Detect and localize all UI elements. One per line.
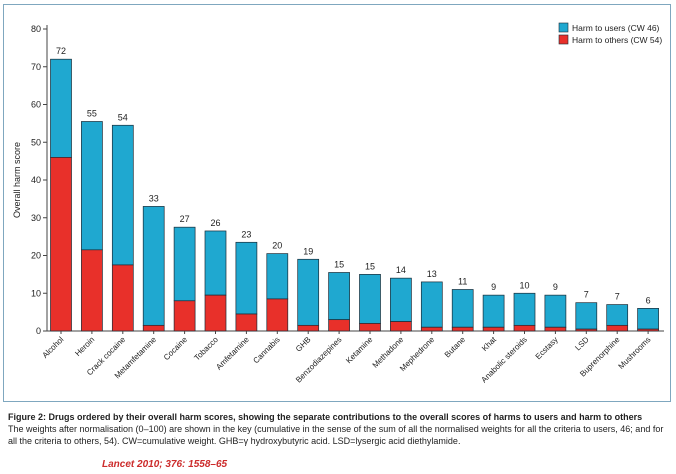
bar-others-7 <box>266 298 289 332</box>
chart-frame: 0 10 20 30 40 50 60 70 80 Overall harm score 72 Alc… <box>3 4 671 402</box>
y-tick-label: 30 <box>31 213 41 223</box>
bar-total-label: 20 <box>272 241 282 251</box>
bar-total-label: 6 <box>646 295 651 305</box>
bar-others-13 <box>451 326 474 332</box>
category-label: Butane <box>443 335 468 360</box>
legend-swatch-users <box>558 22 569 33</box>
category-label: Cocaine <box>162 335 190 363</box>
bar-total-label: 11 <box>458 276 467 286</box>
category-label: LSD <box>573 335 591 353</box>
category-label: Cannabis <box>251 335 281 365</box>
bar-others-11 <box>390 321 412 332</box>
category-label: Alcohol <box>40 335 65 360</box>
figure-title: Figure 2: Drugs ordered by their overall… <box>8 412 643 422</box>
bar-others-5 <box>204 294 227 332</box>
y-tick-label: 20 <box>31 251 41 261</box>
bar-users-12 <box>420 281 443 328</box>
y-tick-label: 10 <box>31 288 41 298</box>
bar-total-label: 9 <box>491 282 496 292</box>
bar-total-label: 15 <box>334 259 344 269</box>
category-label: Heroin <box>73 335 96 358</box>
bar-total-label: 14 <box>396 265 406 275</box>
y-tick-label: 60 <box>31 100 41 110</box>
category-label: Ketamine <box>344 335 375 366</box>
category-label: Khat <box>480 335 499 354</box>
bar-total-label: 27 <box>180 214 190 224</box>
bar-users-18 <box>606 304 629 326</box>
category-label: GHB <box>294 335 313 354</box>
bar-users-7 <box>266 253 289 300</box>
bar-total-label: 10 <box>519 280 529 290</box>
category-label: Mushrooms <box>617 335 653 371</box>
bar-users-8 <box>297 258 320 326</box>
y-tick-label: 50 <box>31 137 41 147</box>
bar-users-13 <box>451 289 474 328</box>
category-label: Tobacco <box>192 335 220 363</box>
y-axis-label: Overall harm score <box>12 142 22 218</box>
legend-swatch-others <box>558 34 569 45</box>
bar-total-label: 72 <box>56 46 66 56</box>
figure-description: The weights after normalisation (0–100) … <box>8 424 664 446</box>
y-tick-label: 40 <box>31 175 41 185</box>
bar-users-3 <box>142 206 165 326</box>
bar-others-1 <box>81 249 103 332</box>
bar-users-17 <box>575 302 598 330</box>
bar-total-label: 55 <box>87 108 97 118</box>
bar-others-2 <box>111 264 134 332</box>
category-label: Ecstasy <box>534 335 560 361</box>
bar-total-label: 19 <box>303 246 313 256</box>
figure-caption: Figure 2: Drugs ordered by their overall… <box>8 411 670 447</box>
bar-others-8 <box>297 324 320 332</box>
category-label: Amfetamine <box>214 335 251 372</box>
bar-total-label: 54 <box>118 112 128 122</box>
bar-others-19 <box>637 328 659 332</box>
bar-others-4 <box>173 300 196 332</box>
bar-others-0 <box>50 157 72 332</box>
bar-users-10 <box>359 274 381 324</box>
bar-users-19 <box>637 308 659 330</box>
bar-others-10 <box>359 323 381 332</box>
bar-users-0 <box>50 58 72 158</box>
bar-others-18 <box>606 324 629 332</box>
bar-others-15 <box>513 324 536 332</box>
bar-total-label: 9 <box>553 282 558 292</box>
bar-total-label: 23 <box>241 229 251 239</box>
bar-users-2 <box>111 124 134 266</box>
bar-total-label: 7 <box>584 290 589 300</box>
legend-label-users: Harm to users (CW 46) <box>572 23 660 33</box>
bar-others-14 <box>482 326 505 332</box>
citation: Lancet 2010; 376: 1558–65 <box>102 459 228 470</box>
y-tick-label: 80 <box>31 24 41 34</box>
bar-total-label: 26 <box>210 218 220 228</box>
y-tick-label: 70 <box>31 62 41 72</box>
bar-users-6 <box>235 241 258 315</box>
bar-users-9 <box>328 272 350 321</box>
bar-total-label: 7 <box>615 292 620 302</box>
bar-total-label: 13 <box>427 269 437 279</box>
bar-users-4 <box>173 226 196 302</box>
bar-others-6 <box>235 313 258 332</box>
bar-others-12 <box>420 326 443 332</box>
bar-others-3 <box>142 324 165 332</box>
y-tick-label: 0 <box>36 326 41 336</box>
bar-users-1 <box>81 121 103 251</box>
bar-users-15 <box>513 292 536 326</box>
bar-others-9 <box>328 319 350 332</box>
bar-others-16 <box>544 326 567 332</box>
bar-total-label: 15 <box>365 261 375 271</box>
bar-total-label: 33 <box>149 193 159 203</box>
harm-score-chart: 0 10 20 30 40 50 60 70 80 Overall harm score 72 Alc… <box>12 22 664 385</box>
legend-label-others: Harm to others (CW 54) <box>572 35 662 45</box>
bar-users-11 <box>390 277 412 322</box>
bar-users-5 <box>204 230 227 296</box>
bar-others-17 <box>575 328 598 332</box>
bar-users-14 <box>482 294 505 328</box>
bar-users-16 <box>544 294 567 328</box>
